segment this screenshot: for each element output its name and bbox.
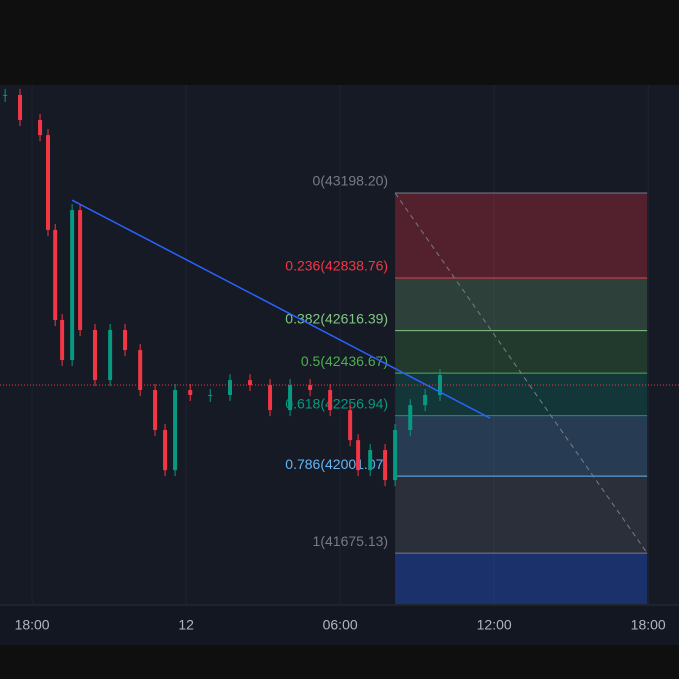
- fib-label: 1(41675.13): [313, 533, 389, 549]
- x-tick-label: 12: [178, 617, 194, 633]
- plot-background: [0, 85, 679, 605]
- candle-body: [368, 450, 373, 471]
- fib-zone: [395, 553, 648, 604]
- candle-body: [138, 350, 143, 391]
- fib-label: 0.618(42256.94): [285, 395, 388, 411]
- fib-zone: [395, 193, 648, 278]
- candle-body: [163, 429, 168, 471]
- candle-body: [288, 385, 293, 411]
- x-tick-label: 18:00: [15, 617, 50, 633]
- x-tick-label: 12:00: [477, 617, 512, 633]
- x-axis-area: [0, 605, 679, 645]
- candle-body: [423, 394, 428, 406]
- candle-body: [153, 390, 158, 430]
- candle-body: [188, 390, 193, 395]
- trendline: [71, 199, 491, 419]
- fib-label: 0(43198.20): [313, 173, 389, 189]
- candle-body: [70, 210, 75, 360]
- candle-body: [173, 390, 178, 471]
- candle-body: [208, 394, 213, 396]
- x-tick-label: 18:00: [631, 617, 666, 633]
- candle-body: [46, 135, 51, 230]
- fib-zone: [395, 330, 648, 374]
- candle-body: [123, 329, 128, 351]
- bottom-bar: [0, 645, 679, 679]
- candle-body: [38, 119, 43, 136]
- top-bar: [0, 0, 679, 85]
- fib-label: 0.786(42001.07): [285, 456, 388, 472]
- candle-body: [60, 320, 65, 360]
- candle-body: [356, 440, 361, 471]
- candle-body: [383, 450, 388, 481]
- fib-label: 0.236(42838.76): [285, 258, 388, 274]
- fib-label: 0.382(42616.39): [285, 310, 388, 326]
- candle-body: [248, 380, 253, 386]
- candle-body: [53, 229, 58, 321]
- candle-body: [328, 390, 333, 411]
- fib-zone: [395, 277, 648, 331]
- candle-body: [18, 94, 23, 120]
- fib-zone: [395, 415, 648, 477]
- candle-body: [92, 329, 97, 381]
- candle-body: [3, 94, 8, 96]
- fib-label: 0.5(42436.67): [301, 353, 388, 369]
- candle-body: [308, 385, 313, 391]
- candle-body: [228, 380, 233, 395]
- candle-body: [108, 329, 113, 381]
- candle-body: [348, 410, 353, 441]
- fib-zone: [395, 476, 648, 554]
- x-tick-label: 06:00: [323, 617, 358, 633]
- fib-diagonal: [394, 192, 648, 554]
- candle-body: [438, 375, 443, 395]
- candle-body: [393, 429, 398, 481]
- candle-body: [78, 210, 83, 330]
- fib-zone: [395, 373, 648, 416]
- candle-body: [408, 405, 413, 430]
- candle-body: [268, 385, 273, 411]
